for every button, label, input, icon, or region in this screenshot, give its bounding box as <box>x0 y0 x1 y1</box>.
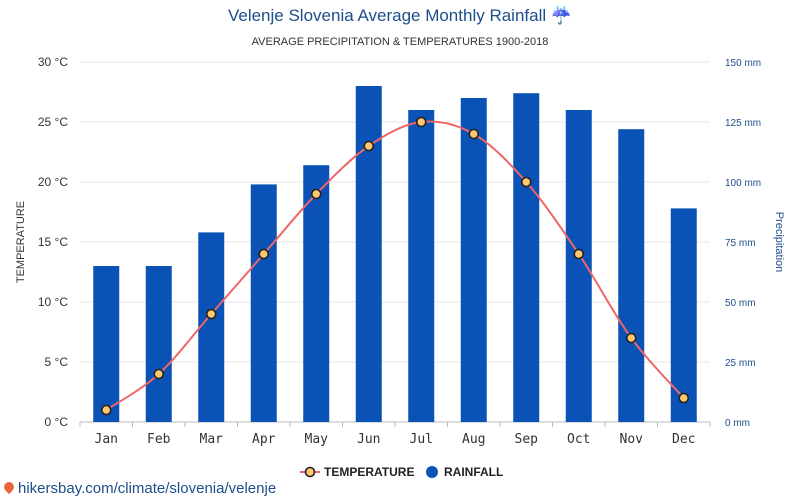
x-tick-label: May <box>305 432 329 447</box>
temperature-point <box>678 392 690 404</box>
left-axis-title: TEMPERATURE <box>15 201 27 283</box>
rainfall-bar <box>565 110 592 422</box>
left-tick-label: 10 °C <box>38 295 68 309</box>
left-tick-label: 20 °C <box>38 175 68 189</box>
left-tick-label: 25 °C <box>38 115 68 129</box>
right-tick-label: 0 mm <box>725 418 750 429</box>
temperature-point <box>100 404 112 416</box>
right-tick-label: 50 mm <box>725 298 756 309</box>
rainfall-bar <box>303 165 330 422</box>
rainfall-bar <box>460 98 487 422</box>
location-pin-icon <box>1 479 17 495</box>
x-tick-label: Oct <box>567 432 590 447</box>
temperature-point <box>258 248 270 260</box>
x-tick-label: Jun <box>357 432 380 447</box>
x-tick-label: Feb <box>147 432 171 447</box>
temperature-point <box>520 176 532 188</box>
temperature-point <box>415 116 427 128</box>
temperature-point <box>625 332 637 344</box>
right-tick-label: 125 mm <box>725 118 761 129</box>
rainfall-bar <box>198 232 225 422</box>
x-tick-label: Aug <box>462 432 485 447</box>
rainfall-bar <box>355 86 382 422</box>
temperature-point <box>573 248 585 260</box>
x-tick-label: Nov <box>620 432 644 447</box>
left-tick-label: 15 °C <box>38 235 68 249</box>
legend-rainfall-marker <box>426 466 438 478</box>
right-tick-label: 150 mm <box>725 58 761 69</box>
legend-temperature-marker <box>304 466 316 478</box>
temperature-point <box>310 188 322 200</box>
chart-title: Velenje Slovenia Average Monthly Rainfal… <box>227 6 573 25</box>
temperature-point <box>153 368 165 380</box>
legend-temperature-label: TEMPERATURE <box>324 465 414 479</box>
x-tick-label: Mar <box>200 432 224 447</box>
rainfall-bar <box>250 184 277 422</box>
chart-subtitle: AVERAGE PRECIPITATION & TEMPERATURES 190… <box>251 36 549 48</box>
right-tick-label: 100 mm <box>725 178 761 189</box>
rainfall-bar <box>408 110 435 422</box>
x-tick-label: Dec <box>672 432 695 447</box>
right-axis-title: Precipitation <box>773 212 785 273</box>
temperature-point <box>363 140 375 152</box>
left-tick-label: 0 °C <box>45 415 69 429</box>
right-tick-label: 75 mm <box>725 238 756 249</box>
x-tick-label: Jul <box>410 432 433 447</box>
rainfall-bar <box>670 208 697 422</box>
source-link-label: hikersbay.com/climate/slovenia/velenje <box>18 480 277 497</box>
temperature-point <box>468 128 480 140</box>
rainfall-bar <box>618 129 645 422</box>
right-tick-label: 25 mm <box>725 358 756 369</box>
left-tick-label: 30 °C <box>38 55 68 69</box>
rainfall-bar <box>513 93 540 422</box>
rainfall-bar <box>145 266 172 422</box>
temperature-line <box>105 120 685 411</box>
left-tick-label: 5 °C <box>45 355 69 369</box>
rainfall-bar <box>93 266 120 422</box>
temperature-point <box>205 308 217 320</box>
x-tick-label: Apr <box>252 432 276 447</box>
x-tick-label: Sep <box>515 432 539 447</box>
x-tick-label: Jan <box>95 432 118 447</box>
legend-rainfall-label: RAINFALL <box>444 465 503 479</box>
source-link[interactable]: hikersbay.com/climate/slovenia/velenje <box>1 479 277 497</box>
